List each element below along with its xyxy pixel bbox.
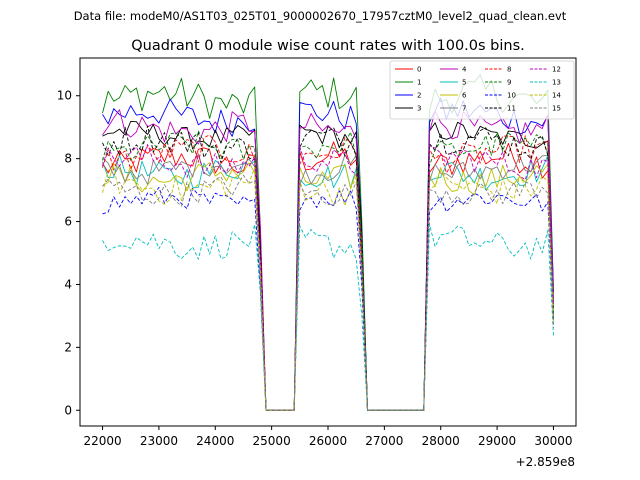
legend-label-9: 9 [507, 79, 511, 87]
x-tick-label: 25000 [253, 434, 291, 448]
series-line-6 [102, 162, 554, 411]
legend-label-6: 6 [462, 92, 467, 100]
x-tick-label: 22000 [83, 434, 121, 448]
x-tick-label: 26000 [309, 434, 347, 448]
legend-label-14: 14 [552, 92, 561, 100]
chart-title: Quadrant 0 module wise count rates with … [131, 38, 525, 54]
x-tick-label: 24000 [196, 434, 234, 448]
series-line-9 [102, 130, 554, 411]
series-line-11 [102, 125, 554, 411]
legend-label-13: 13 [552, 79, 561, 87]
series-line-8 [102, 134, 554, 411]
series-line-10 [102, 186, 554, 411]
legend-label-11: 11 [507, 105, 516, 113]
series-line-12 [102, 144, 554, 411]
series-line-3 [102, 120, 554, 411]
legend-label-2: 2 [417, 92, 421, 100]
x-tick-label: 23000 [140, 434, 178, 448]
legend-label-4: 4 [462, 66, 467, 74]
legend-label-12: 12 [552, 66, 561, 74]
legend-label-8: 8 [507, 66, 511, 74]
series-line-14 [102, 166, 554, 411]
legend-label-3: 3 [417, 105, 421, 113]
series-line-7 [102, 153, 554, 411]
legend-label-7: 7 [462, 105, 466, 113]
y-tick-label: 2 [64, 340, 72, 354]
legend-label-10: 10 [507, 92, 516, 100]
x-offset-label: +2.859e8 [516, 455, 575, 469]
x-tick-label: 29000 [478, 434, 516, 448]
legend-label-15: 15 [552, 105, 561, 113]
x-tick-label: 27000 [365, 434, 403, 448]
legend-label-1: 1 [417, 79, 421, 87]
series-group [102, 74, 554, 411]
series-line-5 [102, 154, 554, 411]
x-tick-label: 28000 [422, 434, 460, 448]
y-tick-label: 0 [64, 403, 72, 417]
legend-label-0: 0 [417, 66, 421, 74]
y-axis: 0 2 4 6 8 10 [57, 89, 80, 417]
y-tick-label: 10 [57, 89, 72, 103]
series-line-13 [102, 223, 554, 411]
y-tick-label: 6 [64, 215, 72, 229]
y-tick-label: 8 [64, 152, 72, 166]
y-tick-label: 4 [64, 277, 72, 291]
chart-suptitle: Data file: modeM0/AS1T03_025T01_90000026… [74, 9, 567, 23]
legend-label-5: 5 [462, 79, 466, 87]
series-line-15 [102, 174, 554, 411]
legend-frame [389, 60, 575, 120]
x-tick-label: 30000 [534, 434, 572, 448]
series-line-0 [102, 141, 554, 411]
x-axis: 22000 23000 24000 25000 26000 27000 28000 29000… [83, 426, 573, 448]
